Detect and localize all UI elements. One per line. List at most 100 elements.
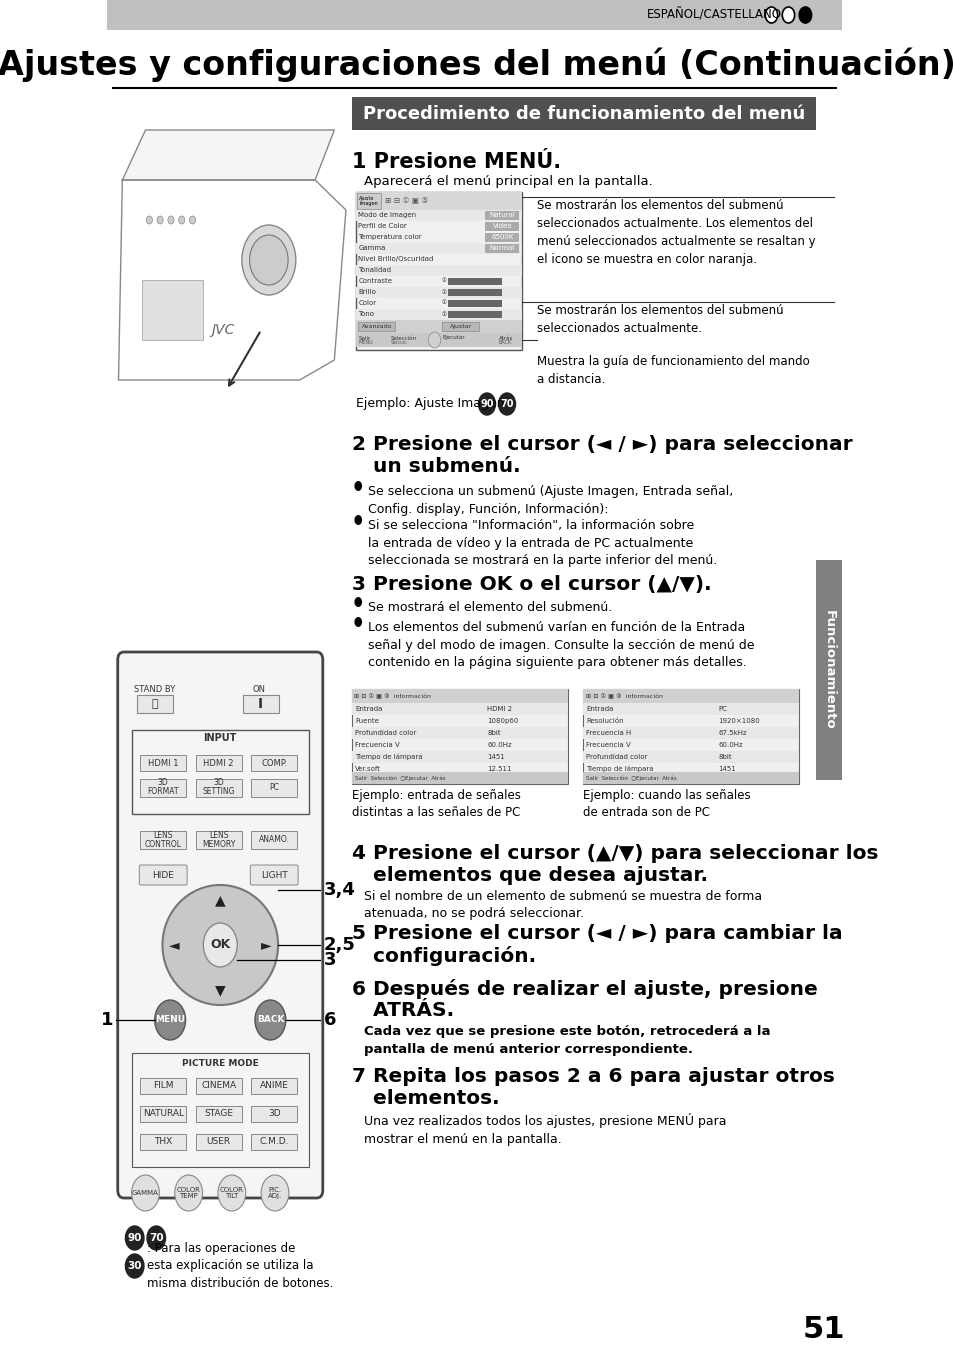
Text: Se mostrarán los elementos del submenú
seleccionados actualmente. Los elementos : Se mostrarán los elementos del submenú s… [537, 199, 815, 266]
Circle shape [132, 1176, 159, 1211]
FancyBboxPatch shape [251, 778, 297, 797]
Circle shape [157, 216, 163, 224]
Text: ⏻: ⏻ [152, 698, 158, 709]
Text: 3D
SETTING: 3D SETTING [202, 777, 234, 796]
Circle shape [478, 393, 495, 415]
FancyBboxPatch shape [448, 289, 502, 296]
Text: HDMI 2: HDMI 2 [486, 706, 512, 712]
Text: 51: 51 [801, 1315, 844, 1345]
Text: Frecuencia V: Frecuencia V [586, 742, 631, 749]
Text: Normal: Normal [489, 245, 515, 251]
Text: Profundidad color: Profundidad color [586, 754, 647, 759]
Text: ⊞ ⊟ ① ▣ ③  información: ⊞ ⊟ ① ▣ ③ información [354, 693, 431, 698]
Text: Tiempo de lámpara: Tiempo de lámpara [355, 754, 422, 761]
Text: Nivel Brillo/Oscuridad: Nivel Brillo/Oscuridad [358, 256, 434, 262]
Text: Entrada: Entrada [355, 706, 382, 712]
Text: Video: Video [492, 222, 512, 229]
FancyBboxPatch shape [448, 300, 502, 306]
Text: 3D: 3D [268, 1109, 280, 1119]
FancyBboxPatch shape [195, 831, 242, 849]
Text: PC: PC [718, 706, 726, 712]
FancyBboxPatch shape [140, 1134, 186, 1150]
Text: Tono: Tono [358, 311, 374, 317]
Text: 6500K: 6500K [491, 235, 513, 240]
Text: Ejemplo: cuando las señales
de entrada son de PC: Ejemplo: cuando las señales de entrada s… [583, 789, 750, 819]
Circle shape [203, 923, 237, 967]
Text: 6: 6 [323, 1012, 335, 1029]
FancyBboxPatch shape [355, 309, 521, 320]
FancyBboxPatch shape [484, 222, 518, 231]
Text: STAGE: STAGE [204, 1109, 233, 1119]
Text: Color: Color [358, 300, 376, 306]
Text: ⊞ ⊟ ① ▣ ③  información: ⊞ ⊟ ① ▣ ③ información [585, 693, 662, 698]
Text: 1 Presione MENÚ.: 1 Presione MENÚ. [352, 152, 560, 172]
Text: PC: PC [269, 782, 279, 792]
FancyBboxPatch shape [352, 702, 567, 715]
FancyBboxPatch shape [355, 210, 521, 221]
Text: configuración.: configuración. [352, 946, 536, 965]
Text: ①: ① [441, 289, 446, 294]
Text: INPUT: INPUT [203, 734, 236, 743]
FancyBboxPatch shape [355, 243, 521, 254]
Circle shape [354, 597, 362, 607]
FancyBboxPatch shape [448, 311, 502, 319]
Text: HDMI 1: HDMI 1 [148, 758, 178, 767]
Text: Ver.soft: Ver.soft [355, 766, 381, 772]
Text: 8bit: 8bit [486, 730, 500, 736]
FancyBboxPatch shape [140, 1106, 186, 1121]
FancyBboxPatch shape [484, 233, 518, 241]
Text: Muestra la guía de funcionamiento del mando
a distancia.: Muestra la guía de funcionamiento del ma… [537, 355, 809, 386]
FancyBboxPatch shape [355, 193, 521, 210]
Text: 3 Presione OK o el cursor (▲/▼).: 3 Presione OK o el cursor (▲/▼). [352, 575, 711, 594]
Text: LIGHT: LIGHT [260, 871, 287, 880]
Text: Ejecutar: Ejecutar [442, 335, 464, 340]
Circle shape [178, 216, 185, 224]
Text: 60.0Hz: 60.0Hz [486, 742, 511, 749]
Text: Procedimiento de funcionamiento del menú: Procedimiento de funcionamiento del menú [363, 104, 804, 123]
FancyBboxPatch shape [251, 831, 297, 849]
Text: COLOR
TEMP: COLOR TEMP [176, 1186, 200, 1199]
Text: Ajustar: Ajustar [449, 324, 472, 330]
FancyBboxPatch shape [137, 696, 173, 713]
Text: CINEMA: CINEMA [201, 1082, 236, 1090]
Text: ►: ► [261, 938, 272, 952]
Circle shape [154, 999, 186, 1040]
Text: Frecuencia V: Frecuencia V [355, 742, 399, 749]
FancyBboxPatch shape [195, 1078, 242, 1094]
Circle shape [354, 515, 362, 525]
Text: 70: 70 [499, 399, 514, 410]
Circle shape [146, 216, 152, 224]
FancyBboxPatch shape [139, 865, 187, 885]
Text: THX: THX [154, 1138, 172, 1147]
Circle shape [799, 7, 811, 23]
Text: Se mostrará el elemento del submenú.: Se mostrará el elemento del submenú. [367, 601, 611, 614]
Text: ⊞ ⊟ ① ▣ ③: ⊞ ⊟ ① ▣ ③ [385, 197, 428, 206]
Text: Ajuste
Imagen: Ajuste Imagen [358, 195, 377, 206]
Circle shape [354, 481, 362, 491]
FancyBboxPatch shape [356, 193, 381, 209]
FancyBboxPatch shape [583, 727, 799, 739]
FancyBboxPatch shape [583, 751, 799, 763]
Text: Se mostrarán los elementos del submenú
seleccionados actualmente.: Se mostrarán los elementos del submenú s… [537, 304, 783, 335]
Circle shape [498, 393, 515, 415]
Text: Ejemplo: Ajuste Imagen: Ejemplo: Ajuste Imagen [355, 397, 504, 410]
Text: Profundidad color: Profundidad color [355, 730, 416, 736]
FancyBboxPatch shape [583, 689, 799, 702]
Text: ANAMO.: ANAMO. [258, 835, 290, 845]
FancyBboxPatch shape [352, 689, 567, 702]
FancyBboxPatch shape [352, 98, 816, 130]
Circle shape [174, 1176, 202, 1211]
FancyBboxPatch shape [358, 321, 395, 331]
Text: Se selecciona un submenú (Ajuste Imagen, Entrada señal,
Config. display, Función: Se selecciona un submenú (Ajuste Imagen,… [367, 485, 732, 515]
FancyBboxPatch shape [583, 772, 799, 784]
Text: Cada vez que se presione este botón, retrocederá a la
pantalla de menú anterior : Cada vez que se presione este botón, ret… [363, 1025, 769, 1055]
Text: Tonalidad: Tonalidad [358, 267, 391, 273]
Text: 3,4: 3,4 [323, 881, 355, 899]
Text: Entrada: Entrada [586, 706, 613, 712]
FancyBboxPatch shape [251, 1106, 297, 1121]
Text: 3D
FORMAT: 3D FORMAT [148, 777, 179, 796]
FancyBboxPatch shape [355, 287, 521, 298]
Text: ①: ① [441, 312, 446, 316]
Text: Gamma: Gamma [358, 245, 385, 251]
Text: Fuente: Fuente [355, 717, 378, 724]
